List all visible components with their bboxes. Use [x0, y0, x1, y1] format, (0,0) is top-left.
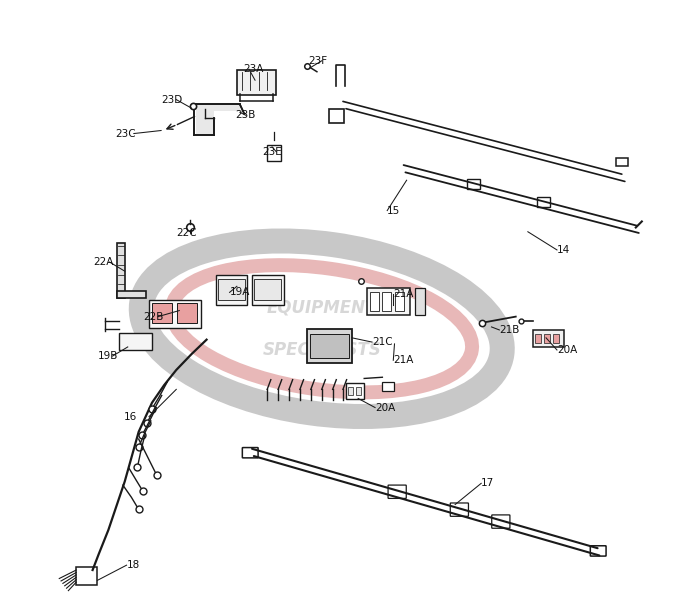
Text: 17: 17	[481, 478, 495, 488]
FancyBboxPatch shape	[492, 515, 510, 528]
Text: SPECIALISTS: SPECIALISTS	[262, 341, 381, 359]
FancyBboxPatch shape	[367, 287, 410, 315]
FancyBboxPatch shape	[616, 158, 628, 166]
FancyBboxPatch shape	[75, 567, 97, 585]
Text: 23E: 23E	[262, 147, 282, 157]
Text: 18: 18	[127, 560, 140, 570]
Bar	[117, 290, 146, 298]
FancyBboxPatch shape	[535, 334, 541, 343]
FancyBboxPatch shape	[395, 292, 404, 311]
Text: EQUIPMENT: EQUIPMENT	[266, 298, 377, 317]
FancyBboxPatch shape	[346, 383, 364, 399]
FancyBboxPatch shape	[348, 387, 354, 395]
Text: 21B: 21B	[500, 325, 520, 335]
FancyBboxPatch shape	[118, 333, 152, 350]
Text: 20A: 20A	[557, 345, 577, 355]
FancyBboxPatch shape	[383, 382, 394, 390]
Text: 16: 16	[123, 412, 137, 421]
FancyBboxPatch shape	[237, 70, 276, 96]
FancyBboxPatch shape	[329, 109, 343, 122]
FancyBboxPatch shape	[218, 279, 245, 300]
FancyBboxPatch shape	[252, 275, 284, 304]
Text: 22C: 22C	[176, 228, 197, 238]
Text: 23B: 23B	[236, 110, 256, 121]
Bar	[415, 287, 426, 315]
FancyBboxPatch shape	[216, 275, 247, 304]
Text: 22A: 22A	[93, 257, 113, 267]
FancyBboxPatch shape	[383, 292, 392, 311]
FancyBboxPatch shape	[149, 300, 201, 328]
FancyBboxPatch shape	[370, 292, 379, 311]
Text: 23A: 23A	[243, 65, 264, 74]
FancyBboxPatch shape	[307, 329, 352, 363]
Text: 23F: 23F	[309, 56, 327, 66]
FancyBboxPatch shape	[255, 279, 281, 300]
Text: 14: 14	[557, 245, 570, 255]
FancyBboxPatch shape	[177, 303, 197, 323]
FancyBboxPatch shape	[533, 330, 564, 347]
FancyBboxPatch shape	[267, 145, 280, 161]
FancyBboxPatch shape	[537, 197, 550, 207]
FancyBboxPatch shape	[309, 334, 349, 358]
Text: 21A: 21A	[393, 355, 414, 365]
Text: 20A: 20A	[375, 403, 395, 412]
FancyBboxPatch shape	[544, 334, 550, 343]
Polygon shape	[194, 105, 240, 133]
Text: 19A: 19A	[230, 287, 250, 297]
Bar	[117, 242, 125, 298]
FancyBboxPatch shape	[388, 485, 406, 498]
Text: 23D: 23D	[161, 94, 183, 105]
FancyBboxPatch shape	[450, 503, 468, 516]
Text: 21C: 21C	[372, 337, 392, 347]
Text: 15: 15	[388, 205, 401, 216]
Text: 23C: 23C	[116, 128, 136, 138]
FancyBboxPatch shape	[152, 303, 172, 323]
FancyBboxPatch shape	[356, 387, 361, 395]
FancyBboxPatch shape	[242, 448, 258, 458]
FancyBboxPatch shape	[554, 334, 559, 343]
FancyBboxPatch shape	[467, 179, 480, 189]
Text: 19B: 19B	[98, 351, 118, 361]
Text: 22B: 22B	[143, 312, 163, 322]
Text: 21A: 21A	[393, 289, 414, 298]
FancyBboxPatch shape	[590, 546, 606, 556]
